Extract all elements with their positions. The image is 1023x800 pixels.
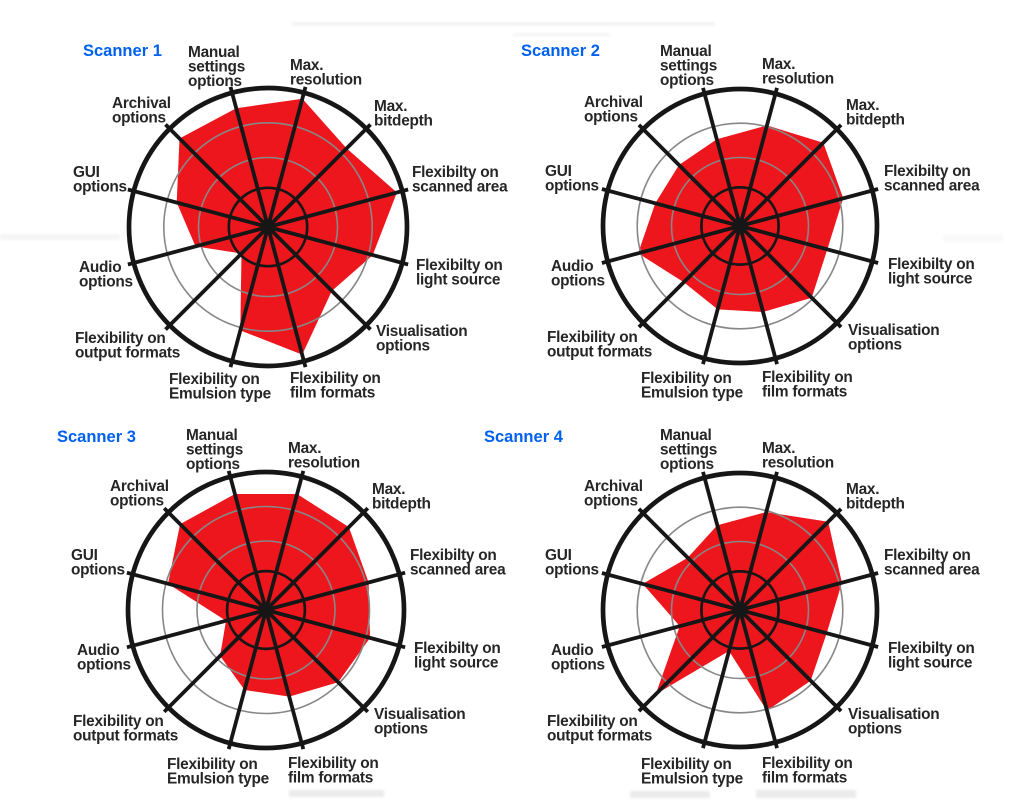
- svg-text:Max.bitdepth: Max. bitdepth: [846, 97, 905, 128]
- svg-text:Max.resolution: Max. resolution: [288, 440, 360, 471]
- svg-text:Max.resolution: Max. resolution: [762, 440, 834, 471]
- svg-text:Scanner 4: Scanner 4: [484, 428, 564, 446]
- svg-text:Max.bitdepth: Max. bitdepth: [846, 481, 905, 512]
- svg-text:Max.resolution: Max. resolution: [762, 56, 834, 87]
- svg-text:Max.bitdepth: Max. bitdepth: [372, 481, 431, 512]
- svg-text:Max.bitdepth: Max. bitdepth: [374, 98, 433, 129]
- svg-text:Scanner 3: Scanner 3: [57, 428, 136, 446]
- svg-text:Scanner 1: Scanner 1: [83, 42, 162, 60]
- svg-text:Max.resolution: Max. resolution: [290, 57, 362, 88]
- svg-text:Scanner 2: Scanner 2: [521, 42, 600, 60]
